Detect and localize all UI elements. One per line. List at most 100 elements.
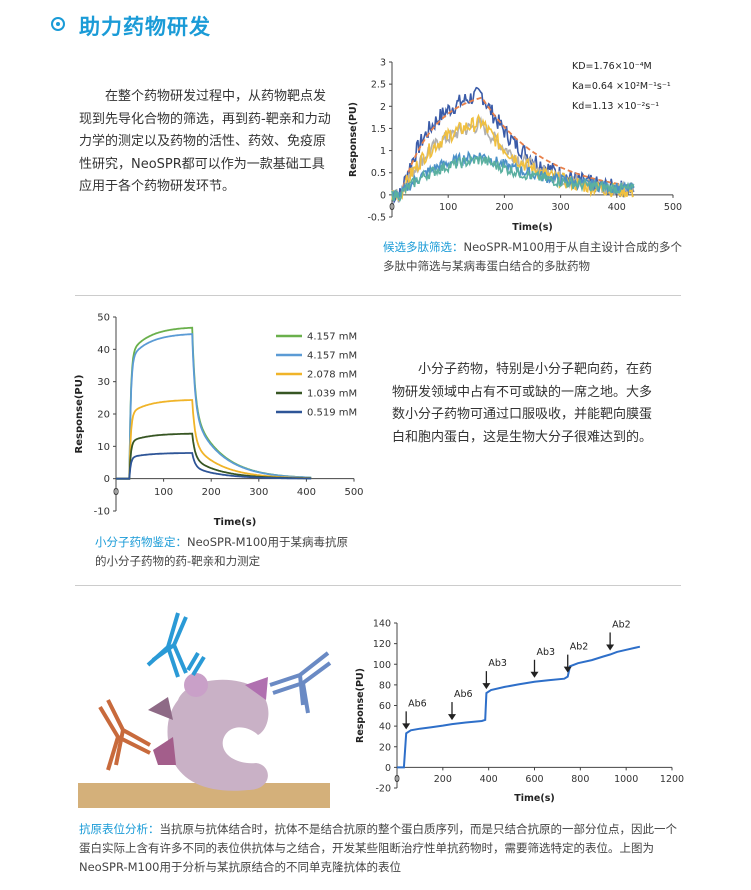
x-tick-label: 400 xyxy=(297,487,316,498)
y-tick-label: 0 xyxy=(104,474,110,485)
kinetics-annotation: KD=1.76×10⁻⁴M xyxy=(572,61,652,72)
epitope-bottom xyxy=(153,737,176,765)
y-tick-label: 20 xyxy=(97,410,110,421)
antibody-purple-right xyxy=(269,651,332,714)
legend-label: 4.157 mM xyxy=(307,332,357,343)
section-divider xyxy=(75,295,681,296)
series-line xyxy=(116,432,312,480)
series-line xyxy=(391,154,635,202)
x-tick-label: 500 xyxy=(344,487,363,498)
x-axis-label: Time(s) xyxy=(512,222,552,233)
y-tick-label: -0.5 xyxy=(367,213,386,224)
page-title: 助力药物研发 xyxy=(79,15,211,39)
injection-label: Ab3 xyxy=(537,647,556,658)
x-tick-label: 0 xyxy=(113,487,119,498)
x-axis-label: Time(s) xyxy=(214,517,257,528)
section1-caption: 候选多肽筛选：NeoSPR-M100用于从自主设计合成的多个多肽中筛选与某病毒蛋… xyxy=(383,238,683,276)
x-tick-label: 600 xyxy=(525,774,543,785)
y-tick-label: 100 xyxy=(373,660,391,671)
section-divider xyxy=(75,585,681,586)
series-line xyxy=(392,96,634,196)
y-tick-label: 60 xyxy=(379,701,391,712)
antigen-body xyxy=(167,679,269,791)
binding-curve xyxy=(397,645,641,769)
caption-text: 当抗原与抗体结合时，抗体不是结合抗原的整个蛋白质序列，而是只结合抗原的一部分位点… xyxy=(79,822,677,874)
caption-highlight: 抗原表位分析： xyxy=(79,822,160,836)
section3-caption: 抗原表位分析：当抗原与抗体结合时，抗体不是结合抗原的整个蛋白质序列，而是只结合抗… xyxy=(79,820,679,877)
series-line xyxy=(116,333,312,480)
injection-arrowhead xyxy=(606,644,615,651)
caption-text: NeoSPR-M100用于某病毒抗原的小分子药物的药-靶亲和力测定 xyxy=(95,535,348,568)
y-axis-label: Response(PU) xyxy=(355,668,366,743)
epitope-top xyxy=(184,673,208,697)
section1-paragraph: 在整个药物研发过程中，从药物靶点发现到先导化合物的筛选，再到药-靶亲和力动力学的… xyxy=(79,89,331,194)
y-tick-label: 140 xyxy=(373,619,391,630)
y-tick-label: 1 xyxy=(380,146,386,157)
kinetics-annotation: Kd=1.13 ×10⁻²s⁻¹ xyxy=(572,101,659,112)
surface-block xyxy=(78,783,330,808)
series-line xyxy=(116,452,312,480)
epitope-left xyxy=(148,697,173,720)
y-tick-label: 10 xyxy=(97,442,110,453)
y-tick-label: 30 xyxy=(97,377,110,388)
section2-paragraph: 小分子药物，特别是小分子靶向药，在药物研发领域中占有不可或缺的一席之地。大多数小… xyxy=(392,362,653,445)
x-tick-label: 400 xyxy=(608,202,626,213)
x-tick-label: 300 xyxy=(249,487,268,498)
y-tick-label: 80 xyxy=(379,680,391,691)
injection-arrowhead xyxy=(448,714,456,721)
y-tick-label: 0 xyxy=(385,763,391,774)
x-tick-label: 1200 xyxy=(660,774,684,785)
series-line xyxy=(116,326,312,480)
x-tick-label: 300 xyxy=(552,202,570,213)
caption-highlight: 小分子药物鉴定： xyxy=(95,535,187,549)
x-tick-label: 100 xyxy=(439,202,457,213)
injection-arrowhead xyxy=(482,683,491,690)
antibody-orange-left xyxy=(98,699,151,771)
injection-label: Ab6 xyxy=(408,698,427,709)
legend-label: 1.039 mM xyxy=(307,389,357,400)
caption-text: NeoSPR-M100用于从自主设计合成的多个多肽中筛选与某病毒蛋白结合的多肽药… xyxy=(383,240,682,273)
y-tick-label: 0 xyxy=(380,190,386,201)
y-tick-label: 2.5 xyxy=(371,80,386,91)
y-tick-label: 20 xyxy=(379,742,391,753)
y-axis-label: Response(PU) xyxy=(74,375,85,454)
x-tick-label: 500 xyxy=(664,202,682,213)
x-axis-label: Time(s) xyxy=(514,793,554,804)
y-tick-label: 1.5 xyxy=(371,124,386,135)
y-tick-label: 3 xyxy=(380,58,386,69)
y-axis-label: Response(PU) xyxy=(348,102,359,177)
injection-arrowhead xyxy=(563,666,572,673)
x-tick-label: 0 xyxy=(394,774,400,785)
injection-label: Ab3 xyxy=(488,658,507,669)
epitope-right xyxy=(245,677,268,700)
x-tick-label: 200 xyxy=(202,487,221,498)
kinetics-annotation: Ka=0.64 ×10²M⁻¹s⁻¹ xyxy=(572,81,671,92)
y-tick-label: 0.5 xyxy=(371,168,386,179)
legend-label: 2.078 mM xyxy=(307,370,357,381)
y-tick-label: 40 xyxy=(379,722,391,733)
legend-label: 0.519 mM xyxy=(307,408,357,419)
injection-label: Ab6 xyxy=(454,689,473,700)
y-tick-label: 2 xyxy=(380,102,386,113)
y-tick-label: -10 xyxy=(94,507,110,518)
peptide-screening-chart: -0.500.511.522.530 100 200 300 400 500Time(s)… xyxy=(348,58,682,234)
y-tick-label: 50 xyxy=(97,313,110,324)
x-tick-label: 400 xyxy=(480,774,498,785)
x-tick-label: 800 xyxy=(571,774,589,785)
injection-label: Ab2 xyxy=(570,642,589,653)
y-tick-label: 120 xyxy=(373,639,391,650)
antigen-antibody-illustration xyxy=(78,612,332,808)
x-tick-label: 1000 xyxy=(614,774,638,785)
y-tick-label: -20 xyxy=(375,784,391,795)
y-tick-label: 40 xyxy=(97,345,110,356)
x-tick-label: 0 xyxy=(389,202,395,213)
series-line xyxy=(391,86,635,205)
x-tick-label: 200 xyxy=(495,202,513,213)
legend-label: 4.157 mM xyxy=(307,351,357,362)
antibody-blue-top xyxy=(146,612,206,678)
x-tick-label: 100 xyxy=(154,487,173,498)
section2-caption: 小分子药物鉴定：NeoSPR-M100用于某病毒抗原的小分子药物的药-靶亲和力测… xyxy=(95,533,357,571)
injection-arrowhead xyxy=(402,723,411,730)
